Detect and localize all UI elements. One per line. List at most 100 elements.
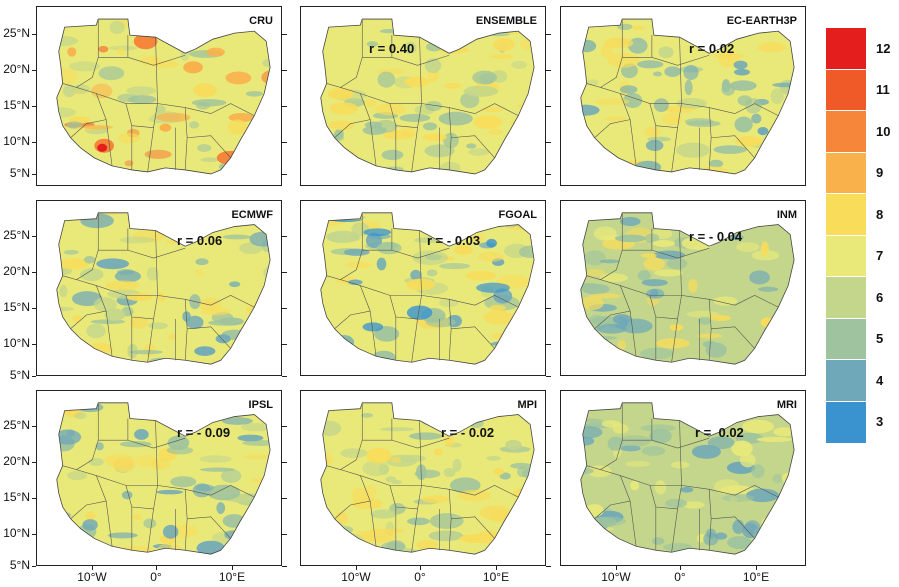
- lat-tick-label: 15°N: [3, 98, 30, 112]
- legend-swatch-11: [826, 69, 866, 111]
- lat-tick: [32, 534, 36, 535]
- lat-tick: [32, 34, 36, 35]
- panel-title: MPI: [517, 399, 537, 411]
- legend-label: 5: [876, 331, 884, 347]
- lon-tick: [356, 566, 357, 570]
- west-africa-map: [320, 402, 535, 555]
- legend-swatch-3: [826, 401, 866, 443]
- lon-tick-label: 0°: [414, 570, 426, 584]
- lat-tick: [546, 106, 551, 107]
- lat-tick: [282, 142, 287, 143]
- west-africa-map: [320, 212, 535, 365]
- correlation-label: r = - 0.09: [177, 425, 231, 440]
- lat-tick: [546, 70, 551, 71]
- lat-tick: [546, 272, 551, 273]
- lat-tick: [282, 534, 287, 535]
- lat-tick: [282, 236, 287, 237]
- lat-tick: [546, 34, 551, 35]
- legend-swatch-4: [826, 360, 866, 402]
- lat-tick-label: 10°N: [3, 336, 30, 350]
- lon-tick-label: 10°W: [77, 570, 107, 584]
- west-africa-map: [56, 18, 271, 175]
- lat-tick-label: 20°N: [3, 62, 30, 76]
- legend-swatch-7: [826, 235, 866, 277]
- lat-tick-label: 15°N: [3, 490, 30, 504]
- lat-tick: [546, 534, 551, 535]
- lat-tick: [546, 426, 551, 427]
- legend-swatch-12: [826, 28, 866, 70]
- correlation-label: r = - 0.03: [427, 233, 481, 248]
- west-africa-map: [580, 402, 795, 555]
- lat-tick: [282, 426, 287, 427]
- map-panel-fgoal: FGOAL r = - 0.03: [300, 200, 546, 376]
- lat-tick: [546, 308, 551, 309]
- legend-label: 6: [876, 289, 884, 305]
- lat-tick: [546, 498, 551, 499]
- panel-title: FGOAL: [498, 209, 538, 221]
- correlation-label: r = - 0.02: [441, 425, 495, 440]
- lon-tick-label: 0°: [674, 570, 686, 584]
- lat-tick: [546, 236, 551, 237]
- map-panel-ensemble: ENSEMBLE r = 0.40: [300, 6, 546, 186]
- lat-tick: [546, 376, 551, 377]
- map-panel-mpi: MPI r = - 0.02: [300, 390, 546, 566]
- lat-tick-label: 20°N: [3, 264, 30, 278]
- lat-tick: [282, 376, 287, 377]
- lon-tick: [420, 566, 421, 570]
- lat-tick: [282, 462, 287, 463]
- legend-swatch-9: [826, 152, 866, 194]
- west-africa-map: [580, 212, 795, 365]
- lat-tick: [282, 344, 287, 345]
- lat-tick: [546, 344, 551, 345]
- lat-tick-label: 20°N: [3, 454, 30, 468]
- lon-tick-label: 0°: [150, 570, 162, 584]
- map-panel-ipsl: IPSL r = - 0.09: [36, 390, 282, 566]
- lat-tick-label: 10°N: [3, 526, 30, 540]
- lat-tick: [546, 566, 551, 567]
- lon-tick-label: 10°W: [341, 570, 371, 584]
- legend-label: 8: [876, 206, 884, 222]
- lat-tick: [282, 34, 287, 35]
- lat-tick: [32, 462, 36, 463]
- west-africa-map: [56, 402, 271, 555]
- lat-tick-label: 5°N: [9, 166, 30, 180]
- west-africa-map: [320, 18, 535, 175]
- legend-label: 4: [876, 372, 884, 388]
- west-africa-map: [56, 212, 271, 365]
- legend-swatch-5: [826, 318, 866, 360]
- lon-tick: [92, 566, 93, 570]
- lon-tick: [680, 566, 681, 570]
- correlation-label: r = 0.06: [177, 233, 223, 248]
- legend-label: 9: [876, 165, 884, 181]
- panel-title: ENSEMBLE: [475, 15, 537, 27]
- lat-tick-label: 25°N: [3, 26, 30, 40]
- legend-label: 7: [876, 248, 884, 264]
- map-panel-inm: INM r = - 0.04: [560, 200, 806, 376]
- panel-title: IPSL: [248, 399, 273, 411]
- legend-swatch-6: [826, 277, 866, 319]
- panel-title: ECMWF: [231, 209, 273, 221]
- lat-tick-label: 15°N: [3, 300, 30, 314]
- legend-label: 3: [876, 414, 884, 430]
- lat-tick-label: 25°N: [3, 228, 30, 242]
- panel-title: EC-EARTH3P: [726, 15, 797, 27]
- lat-tick-label: 5°N: [9, 368, 30, 382]
- lat-tick: [282, 106, 287, 107]
- lon-tick: [232, 566, 233, 570]
- lon-tick: [496, 566, 497, 570]
- legend-swatch-8: [826, 194, 866, 236]
- legend-label: 11: [876, 82, 890, 98]
- legend-label: 10: [876, 123, 891, 139]
- lat-tick-label: 10°N: [3, 134, 30, 148]
- lon-tick-label: 10°E: [218, 570, 246, 584]
- correlation-label: r = 0.02: [695, 425, 744, 440]
- lat-tick: [32, 566, 36, 567]
- panel-title: INM: [776, 209, 797, 221]
- lat-tick: [32, 70, 36, 71]
- legend-swatch-10: [826, 111, 866, 153]
- west-africa-map: [580, 18, 795, 175]
- lat-tick: [282, 70, 287, 71]
- lat-tick: [546, 462, 551, 463]
- lon-tick-label: 10°E: [742, 570, 770, 584]
- lat-tick-label: 5°N: [9, 558, 30, 572]
